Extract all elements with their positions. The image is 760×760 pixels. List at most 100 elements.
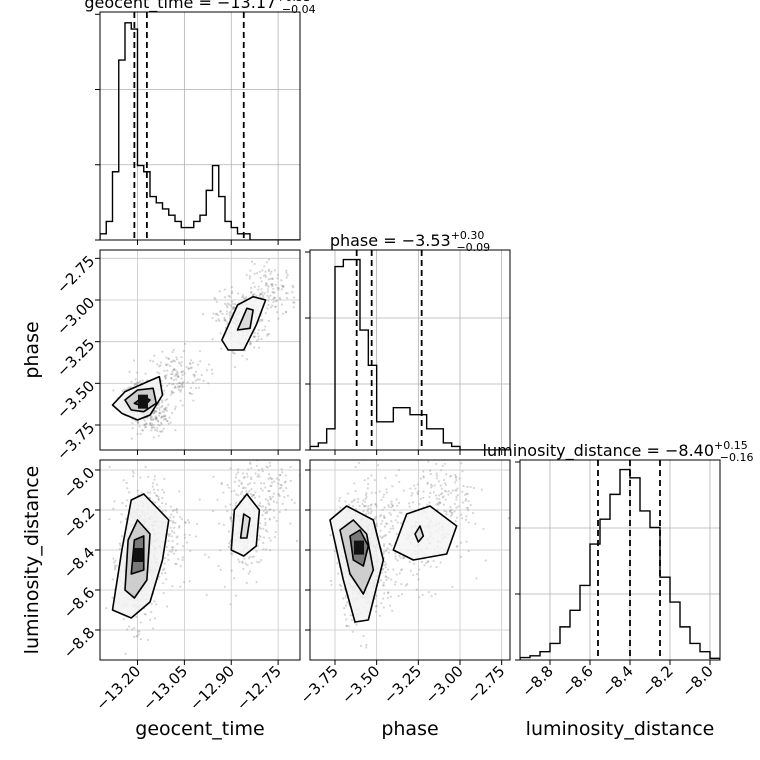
scatter-point: [262, 482, 266, 485]
scatter-point: [397, 468, 401, 472]
scatter-point: [250, 478, 253, 481]
scatter-point: [270, 477, 273, 481]
scatter-point: [128, 370, 131, 374]
scatter-point: [270, 270, 273, 273]
scatter-point: [268, 503, 271, 506]
scatter-point: [148, 491, 152, 494]
scatter-point: [421, 593, 424, 597]
scatter-point: [176, 375, 179, 378]
scatter-point: [255, 272, 259, 275]
scatter-point: [422, 490, 425, 493]
scatter-point: [407, 502, 411, 505]
scatter-point: [445, 510, 448, 513]
scatter-point: [257, 473, 260, 476]
scatter-point: [449, 474, 453, 478]
scatter-point: [426, 560, 429, 564]
scatter-point: [135, 383, 138, 386]
scatter-point: [229, 518, 232, 521]
scatter-point: [231, 508, 234, 511]
scatter-point: [444, 481, 447, 485]
scatter-point: [171, 350, 174, 354]
scatter-point: [451, 585, 454, 589]
scatter-point: [211, 372, 214, 375]
scatter-point: [175, 356, 178, 359]
scatter-point: [436, 477, 439, 480]
scatter-point: [417, 490, 420, 493]
scatter-point: [163, 408, 166, 411]
scatter-point: [258, 294, 261, 297]
scatter-point: [151, 360, 155, 363]
scatter-point: [439, 501, 442, 504]
scatter-point: [241, 472, 245, 475]
scatter-point: [387, 504, 390, 507]
scatter-point: [173, 531, 176, 534]
scatter-point: [194, 370, 198, 373]
scatter-point: [157, 414, 161, 417]
scatter-point: [160, 415, 163, 418]
scatter-point: [184, 521, 187, 524]
scatter-point: [285, 487, 288, 490]
scatter-point: [143, 612, 146, 616]
scatter-point: [395, 498, 398, 501]
scatter-point: [267, 303, 270, 307]
scatter-point: [264, 517, 267, 520]
scatter-point: [152, 627, 155, 630]
scatter-point: [223, 288, 226, 291]
scatter-point: [384, 549, 388, 553]
scatter-point: [161, 496, 164, 500]
histogram-geocent_time: [100, 22, 300, 240]
scatter-point: [149, 424, 152, 427]
scatter-point: [387, 591, 390, 594]
scatter-point: [165, 419, 169, 422]
scatter-point: [425, 561, 428, 565]
scatter-point: [274, 305, 277, 308]
scatter-point: [278, 473, 282, 477]
scatter-point: [374, 610, 378, 613]
scatter-point: [404, 584, 408, 587]
scatter-point: [155, 410, 158, 413]
scatter-point: [270, 481, 274, 484]
scatter-point: [280, 284, 283, 287]
scatter-point: [260, 293, 263, 296]
scatter-point: [454, 489, 457, 492]
scatter-point: [153, 411, 156, 414]
scatter-point: [155, 418, 158, 421]
scatter-point: [131, 628, 134, 631]
scatter-point: [281, 471, 284, 474]
scatter-point: [392, 527, 395, 530]
scatter-point: [233, 480, 236, 483]
scatter-point: [179, 390, 182, 393]
scatter-point: [141, 379, 144, 382]
scatter-point: [382, 496, 385, 499]
scatter-point: [170, 391, 174, 395]
scatter-point: [275, 501, 278, 504]
scatter-point: [366, 477, 370, 480]
scatter-point: [152, 423, 155, 426]
scatter-point: [423, 564, 426, 567]
axes-frame: [99, 459, 301, 661]
scatter-point: [260, 338, 263, 341]
scatter-point: [285, 276, 288, 279]
scatter-point: [357, 461, 361, 465]
scatter-point: [219, 310, 222, 313]
scatter-point: [156, 429, 159, 432]
scatter-point: [276, 277, 279, 280]
scatter-point: [150, 427, 154, 430]
scatter-point: [158, 412, 162, 415]
scatter-point: [357, 497, 360, 501]
scatter-point: [384, 575, 387, 578]
scatter-point: [183, 342, 187, 345]
scatter-point: [191, 381, 195, 384]
scatter-point: [151, 482, 154, 485]
scatter-point: [381, 568, 384, 571]
scatter-point: [231, 302, 234, 306]
density-peak: [137, 394, 148, 409]
scatter-point: [233, 366, 237, 369]
scatter-point: [167, 357, 170, 361]
scatter-point: [179, 585, 182, 588]
scatter-point: [435, 497, 439, 500]
scatter-point: [356, 500, 359, 504]
scatter-point: [138, 630, 141, 633]
scatter-point: [382, 514, 386, 517]
scatter-point: [229, 603, 232, 606]
